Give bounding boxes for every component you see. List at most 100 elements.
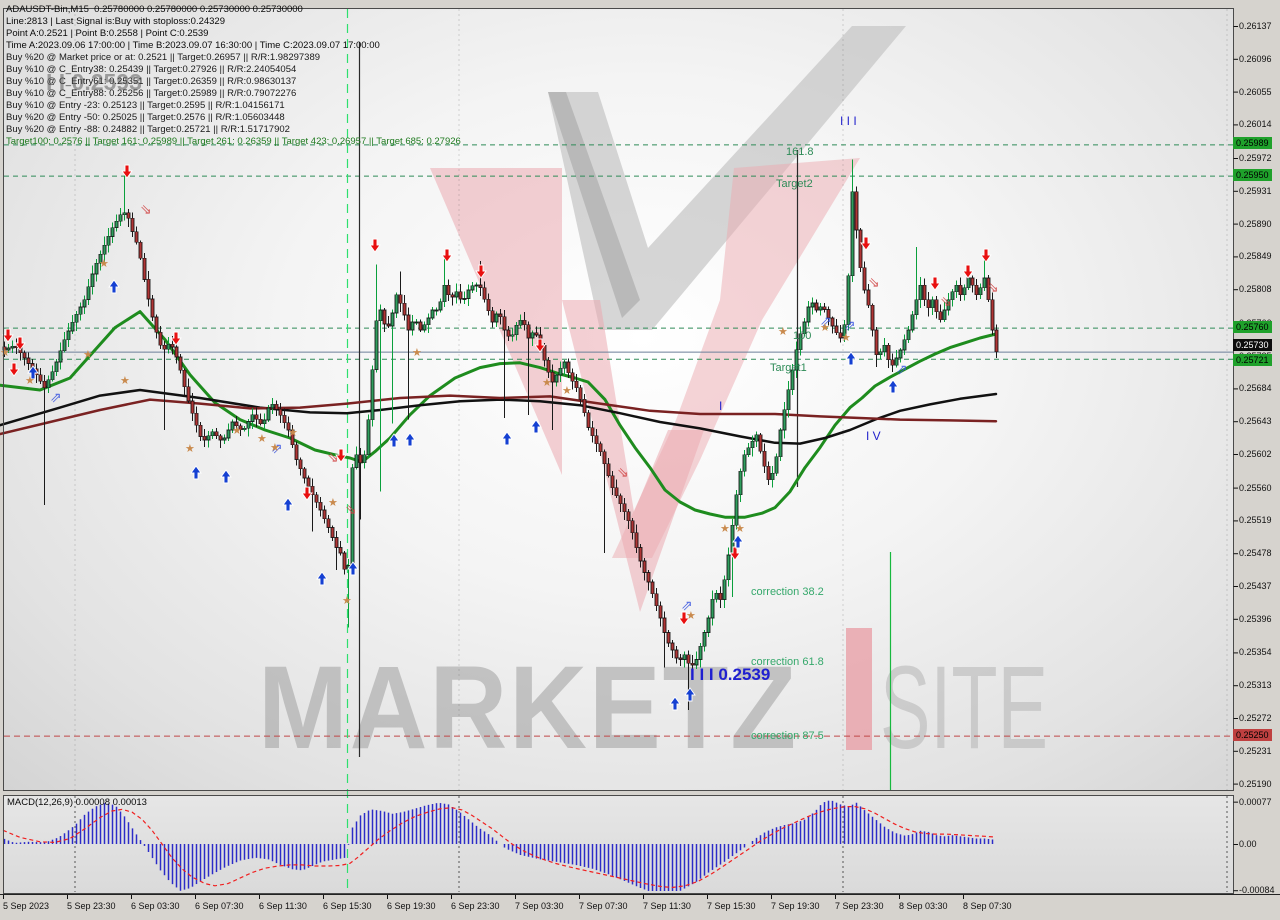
price-axis[interactable]: 0.26137 0.26096 0.26055 0.26014 0.25972 0.259… — [1233, 0, 1280, 895]
macd-indicator-label: MACD(12,26,9) 0.00008 0.00013 — [7, 797, 147, 808]
price-axis-label: 0.25808 — [1239, 284, 1272, 295]
hollow-up-arrow-icon: ⇗ — [820, 313, 832, 329]
sell-signal-arrow-icon — [729, 546, 741, 561]
watermark-word-1: MARKETZ — [258, 642, 798, 774]
buy-signal-arrow-icon — [732, 534, 744, 549]
buy-signal-arrow-icon — [220, 469, 232, 484]
fib-target-lines[interactable] — [4, 144, 1233, 737]
info-line-7: Buy %10 @ C_Entry88: 0.25256 || Target:0… — [6, 88, 297, 99]
buy-signal-arrow-icon — [347, 561, 359, 576]
ma-black — [0, 388, 998, 445]
macd-axis-label: 0.00077 — [1239, 796, 1272, 807]
hollow-down-arrow-icon: ⇘ — [327, 449, 339, 465]
price-axis-label: 0.25478 — [1239, 548, 1272, 559]
ma-maroon — [0, 394, 998, 436]
time-axis-label: 7 Sep 03:30 — [515, 901, 564, 911]
time-axis-label: 5 Sep 23:30 — [67, 901, 116, 911]
star-signal-icon: ★ — [562, 385, 572, 397]
buy-signal-arrow-icon — [501, 431, 513, 446]
price-level-badge: 0.25989 — [1233, 137, 1272, 150]
price-axis-label: 0.25437 — [1239, 581, 1272, 591]
wave-3-price-label[interactable]: I I I 0.2539 — [690, 665, 771, 684]
correction-382-label[interactable]: correction 38.2 — [751, 586, 824, 598]
sell-signal-arrow-icon — [962, 264, 974, 279]
fib-100-label[interactable]: 100 — [793, 330, 812, 342]
price-axis-label: 0.25849 — [1239, 251, 1272, 262]
time-axis[interactable]: 5 Sep 2023 5 Sep 23:30 6 Sep 03:30 6 Sep 07… — [0, 894, 1280, 920]
price-level-badge: 0.25760 — [1233, 320, 1272, 333]
info-line-8: Buy %10 @ Entry -23: 0.25123 || Target:0… — [6, 100, 285, 111]
info-line-4: Buy %20 @ Market price or at: 0.2521 || … — [6, 52, 321, 63]
hollow-down-arrow-icon: ⇘ — [345, 501, 357, 517]
correction-618-label[interactable]: correction 61.8 — [751, 656, 824, 668]
price-axis-label: 0.25272 — [1239, 713, 1272, 723]
time-axis-label: 7 Sep 23:30 — [835, 901, 884, 911]
price-axis-label: 0.25313 — [1239, 680, 1272, 691]
info-line-10: Buy %20 @ Entry -88: 0.24882 || Target:0… — [6, 124, 290, 135]
sell-signal-arrow-icon — [980, 248, 992, 263]
buy-signal-arrow-icon — [190, 465, 202, 480]
fib-161-label[interactable]: 161.8 — [786, 146, 814, 158]
buy-signal-arrow-icon — [108, 279, 120, 294]
buy-signal-arrow-icon — [388, 433, 400, 448]
price-axis-label: 0.25190 — [1239, 778, 1272, 789]
star-signal-icon: ★ — [820, 322, 830, 334]
price-axis-label: 0.25890 — [1239, 218, 1272, 229]
price-axis-label: 0.25972 — [1239, 153, 1272, 163]
star-signal-icon: ★ — [542, 377, 552, 389]
price-axis-label: 0.26014 — [1239, 119, 1272, 130]
price-axis-label: 0.25602 — [1239, 449, 1272, 459]
buy-signal-arrow-icon — [845, 351, 857, 366]
buy-signal-arrow-icon — [530, 419, 542, 434]
sell-signal-arrow-icon — [14, 336, 26, 351]
wave-2-price-label[interactable]: I I 0.2593 — [46, 69, 142, 95]
sell-signal-arrow-icon — [8, 362, 20, 377]
time-axis-label: 7 Sep 19:30 — [771, 901, 820, 911]
vertical-lines[interactable] — [346, 9, 892, 892]
star-signal-icon: ★ — [0, 347, 10, 359]
hollow-down-arrow-icon: ⇘ — [987, 279, 999, 295]
sell-signal-arrow-icon — [121, 164, 133, 179]
star-signal-icon: ★ — [232, 425, 242, 437]
wave-3-label[interactable]: I I I — [840, 114, 857, 128]
sell-signal-arrow-icon — [929, 276, 941, 291]
target1-label[interactable]: Target1 — [770, 362, 807, 374]
buy-signal-arrow-icon — [404, 432, 416, 447]
price-level-badge: 0.25730 — [1233, 338, 1272, 351]
time-axis-label: 6 Sep 19:30 — [387, 901, 436, 911]
hollow-up-arrow-icon: ⇗ — [271, 440, 283, 456]
star-signal-icon: ★ — [778, 326, 788, 338]
target2-label[interactable]: Target2 — [776, 178, 813, 190]
price-level-badge: 0.25721 — [1233, 353, 1272, 366]
star-signal-icon: ★ — [841, 332, 851, 344]
macd-name: MACD(12,26,9) — [7, 797, 73, 808]
info-line-3: Time A:2023.09.06 17:00:00 | Time B:2023… — [6, 40, 380, 51]
star-signal-icon: ★ — [99, 258, 109, 270]
sell-signal-arrow-icon — [860, 236, 872, 251]
star-signal-icon: ★ — [83, 349, 93, 361]
sell-signal-arrow-icon — [534, 338, 546, 353]
wave-1-label[interactable]: I — [719, 399, 723, 413]
star-signal-icon: ★ — [686, 610, 696, 622]
star-signal-icon: ★ — [735, 523, 745, 535]
price-axis-label: 0.25931 — [1239, 185, 1272, 196]
time-axis-label: 7 Sep 07:30 — [579, 901, 628, 911]
correction-875-label[interactable]: correction 87.5 — [751, 730, 824, 742]
wave-4-label[interactable]: I V — [866, 429, 881, 443]
price-axis-label: 0.25396 — [1239, 613, 1272, 624]
macd-value-2: 0.00013 — [112, 797, 147, 808]
hollow-down-arrow-icon: ⇘ — [940, 293, 952, 309]
signal-markers: ⇗⇗⇗⇗ ⇗⇗⇘⇘⇘⇘⇘⇘⇘★★★★★★★★★★★★★★★★★ ★★ ★★ — [0, 164, 999, 711]
moving-averages — [0, 310, 998, 519]
info-line-11: Target100: 0.2576 || Target 161: 0.25989… — [6, 136, 461, 147]
time-axis-label: 6 Sep 23:30 — [451, 901, 500, 911]
star-signal-icon: ★ — [342, 595, 352, 607]
macd-plot — [2, 800, 994, 891]
sell-signal-arrow-icon — [335, 448, 347, 463]
hollow-down-arrow-icon: ⇘ — [617, 464, 629, 480]
price-axis-label: 0.25643 — [1239, 416, 1272, 427]
price-axis-label: 0.25684 — [1239, 383, 1272, 394]
time-axis-label: 6 Sep 03:30 — [131, 901, 180, 911]
